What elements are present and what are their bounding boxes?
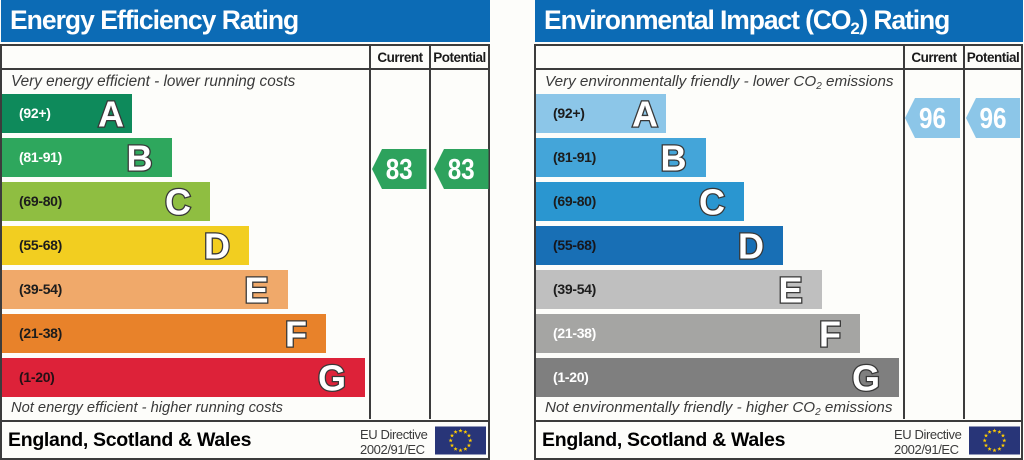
svg-text:B: B	[661, 138, 687, 179]
svg-text:E: E	[244, 270, 268, 311]
svg-text:96: 96	[919, 103, 946, 135]
svg-text:83: 83	[386, 154, 413, 186]
svg-text:G: G	[318, 358, 346, 399]
svg-text:B: B	[127, 138, 153, 179]
svg-text:C: C	[699, 182, 725, 223]
svg-text:A: A	[632, 94, 658, 135]
svg-text:96: 96	[980, 103, 1007, 135]
svg-text:F: F	[285, 314, 307, 355]
svg-text:E: E	[778, 270, 802, 311]
svg-text:G: G	[852, 358, 880, 399]
svg-text:D: D	[738, 226, 764, 267]
svg-text:D: D	[204, 226, 230, 267]
svg-text:C: C	[165, 182, 191, 223]
svg-text:F: F	[819, 314, 841, 355]
svg-text:A: A	[98, 94, 124, 135]
svg-text:83: 83	[448, 154, 475, 186]
